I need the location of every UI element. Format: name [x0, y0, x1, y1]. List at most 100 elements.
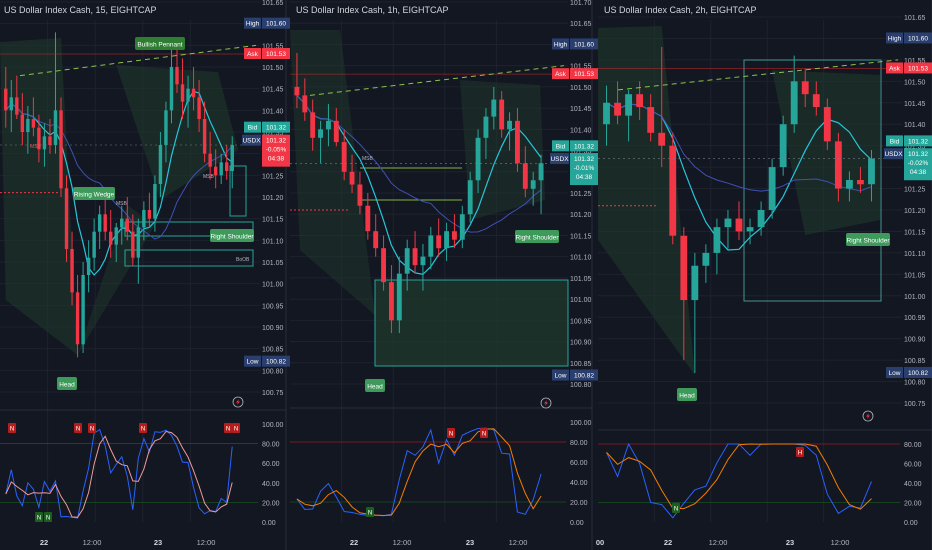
osc-marker-bg	[35, 512, 43, 522]
alert-icon-bolt	[866, 413, 870, 419]
alert-icon-bolt	[236, 399, 240, 405]
price-tick-label: 101.40	[570, 127, 592, 134]
price-tick-label: 101.10	[904, 251, 926, 258]
alert-lightning-icon[interactable]	[862, 410, 874, 422]
candle-body	[180, 84, 185, 102]
right-shoulder-label-bg	[210, 229, 254, 242]
osc-marker: N	[8, 423, 16, 433]
panel-3[interactable]: 101.65 101.60 101.55 101.50 101.45 101.40 101.…	[596, 0, 932, 550]
symbol-value-bg	[262, 134, 290, 167]
time-label: 22	[664, 538, 672, 547]
head-pattern-zone	[0, 38, 78, 355]
osc-tick-label: 0.00	[904, 520, 918, 527]
panel-2[interactable]: 101.70 101.65 101.60 101.55 101.50 101.45 101.…	[290, 0, 598, 550]
candle-body	[20, 114, 25, 132]
low-tag-value: 100.82	[266, 359, 286, 366]
pattern-zones	[598, 26, 882, 375]
panel-1[interactable]: 101.65 101.60 101.55 101.50 101.45 101.40 101.…	[0, 0, 290, 550]
price-tags: High 101.60 Ask 101.53 Bid 101.32 Low 100.82 USD…	[242, 17, 290, 367]
bid-tag-value: 101.32	[574, 143, 594, 150]
candle-body	[208, 153, 212, 167]
price-tick-label: 100.75	[904, 401, 926, 408]
candle-body	[522, 163, 528, 189]
candle-body	[202, 119, 207, 154]
candle-body	[186, 88, 190, 102]
ask-tag-value: 101.53	[574, 71, 594, 78]
candle-body	[70, 249, 74, 293]
candle-body	[349, 171, 355, 185]
price-tick-label: 100.85	[262, 347, 284, 354]
symbol-price: 101.32	[266, 138, 286, 145]
candle-body	[142, 210, 146, 228]
osc-marker-bg	[672, 503, 680, 513]
osc-marker-bg	[366, 507, 374, 517]
candle-body	[53, 110, 58, 145]
candle-body	[735, 218, 743, 232]
ask-tag: Ask 101.53	[244, 48, 290, 59]
demand-zone	[375, 280, 568, 366]
candles	[4, 32, 234, 358]
symbol-value-bg	[904, 148, 932, 181]
price-tick-label: 101.70	[570, 0, 592, 7]
candle-body	[302, 95, 308, 113]
bid-tag-value: 101.32	[908, 138, 928, 145]
left-zone	[290, 30, 375, 315]
ask-tag-label: Ask	[555, 71, 567, 78]
candle-body	[396, 273, 402, 321]
candle-body	[724, 218, 732, 228]
bid-tag-label: Bid	[556, 143, 566, 150]
ask-tag-value-bg	[262, 48, 290, 59]
high-tag: High 101.60	[552, 38, 598, 50]
high-tag-value-bg	[262, 17, 290, 29]
right-shoulder-label: Right Shoulder	[210, 229, 254, 242]
price-tick-label: 101.65	[262, 0, 284, 7]
price-axis: 101.70 101.65 101.60 101.55 101.50 101.45 101.…	[570, 0, 592, 389]
price-tick-label: 101.05	[570, 276, 592, 283]
oscillator: 80.00 60.00 40.00 20.00 0.00 N H	[598, 442, 922, 527]
candle-body	[219, 162, 223, 176]
time-axis: 22 12:00 23 12:00	[350, 538, 528, 547]
candle-body	[373, 231, 379, 249]
alert-icon-bolt	[544, 400, 548, 406]
alert-lightning-icon[interactable]	[540, 397, 552, 409]
candle-body	[499, 99, 505, 130]
osc-marker-bg	[88, 423, 96, 433]
low-tag-value-bg	[262, 355, 290, 367]
osc-marker-bg	[139, 423, 147, 433]
osc-marker: H	[796, 447, 804, 457]
high-tag-value-bg	[570, 38, 598, 50]
price-tick-label: 101.55	[904, 58, 926, 65]
symbol-tag[interactable]: USDX 101.32 -0.01% 04:38	[550, 153, 598, 186]
price-tick-label: 100.90	[262, 325, 284, 332]
candle-body	[64, 188, 69, 249]
price-tick-label: 100.85	[904, 358, 926, 365]
price-tick-label: 101.15	[570, 233, 592, 240]
candle-body	[48, 136, 52, 145]
time-label: 12:00	[831, 538, 850, 547]
high-tag-value-bg	[904, 32, 932, 44]
price-tick-label: 101.50	[904, 79, 926, 86]
candle-body	[801, 81, 809, 95]
price-tick-label: 101.10	[570, 255, 592, 262]
candle-body	[603, 102, 610, 125]
symbol-tag[interactable]: USDX 101.32 -0.05% 04:38	[242, 134, 290, 167]
candle-body	[857, 179, 864, 185]
osc-k-line	[5, 428, 233, 519]
trend-line	[617, 59, 899, 91]
alert-lightning-icon[interactable]	[232, 396, 244, 408]
time-label: 23	[466, 538, 474, 547]
candle-body	[120, 218, 124, 228]
price-tick-label: 101.65	[570, 21, 592, 28]
bid-tag-label-bg	[552, 140, 569, 152]
candle-body	[37, 127, 41, 150]
price-tick-label: 101.10	[262, 238, 284, 245]
bid-tag: Bid 101.32	[244, 121, 290, 133]
price-tags: High 101.60 Ask 101.53 Bid 101.32 Low 100.82 USD…	[550, 38, 598, 381]
candle-body	[538, 163, 544, 181]
alert-icon-ring	[862, 410, 874, 422]
bullish-pennant-label: Bullish Pennant	[135, 37, 185, 50]
symbol-tag[interactable]: USDX 101.32 -0.02% 04:38	[884, 148, 932, 181]
boob-label: BoOB	[236, 257, 250, 263]
